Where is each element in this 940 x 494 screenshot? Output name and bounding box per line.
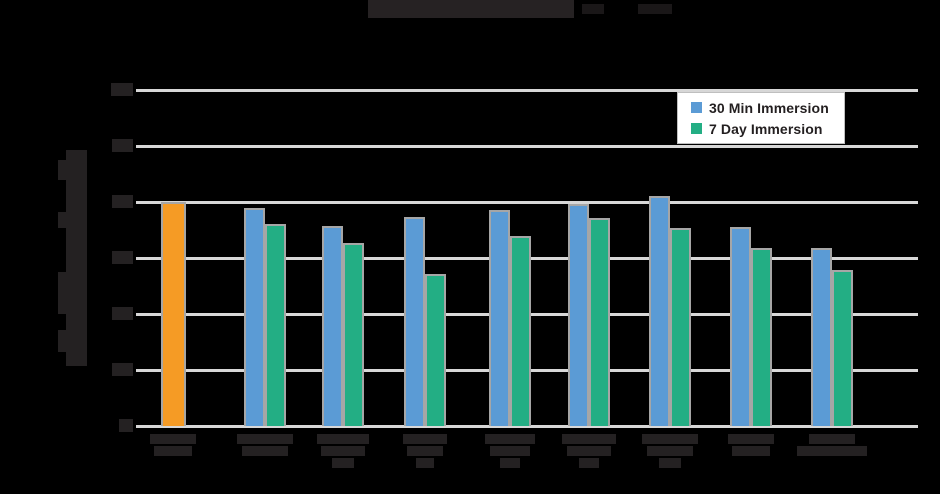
x-tick-label-redacted <box>242 446 288 456</box>
x-tick-label-redacted <box>796 446 867 456</box>
x-axis-line <box>143 425 918 428</box>
y-axis-title-redacted <box>58 330 67 352</box>
x-tick-label-redacted <box>415 458 434 468</box>
y-axis-tick <box>136 145 143 148</box>
y-tick-label-redacted <box>111 83 133 96</box>
bar-control <box>160 202 186 426</box>
bar-7day-group-4 <box>424 274 446 426</box>
x-tick-label-redacted <box>646 446 693 456</box>
bar-30min-group-9 <box>810 248 832 426</box>
x-tick-label-redacted <box>150 434 196 444</box>
x-tick-label-redacted <box>317 434 369 444</box>
x-tick-label-redacted <box>727 434 774 444</box>
x-tick-label-redacted <box>332 458 354 468</box>
gridline <box>143 201 918 204</box>
chart-title-redacted <box>368 0 574 18</box>
bar-7day-group-8 <box>750 248 772 426</box>
legend-label: 30 Min Immersion <box>709 99 829 116</box>
x-tick-label-redacted <box>658 458 681 468</box>
y-axis-title-redacted <box>66 150 87 366</box>
x-tick-label-redacted <box>499 458 520 468</box>
y-tick-label-redacted <box>119 419 133 432</box>
gridline <box>143 89 918 92</box>
bar-30min-group-5 <box>488 210 510 426</box>
bar-7day-group-7 <box>669 228 691 426</box>
x-tick-label-redacted <box>489 446 530 456</box>
gridline <box>143 369 918 372</box>
y-tick-label-redacted <box>112 195 133 208</box>
y-axis-title-redacted <box>58 272 67 314</box>
x-tick-label-redacted <box>406 446 443 456</box>
x-tick-label-redacted <box>641 434 698 444</box>
legend-swatch-blue-icon <box>691 102 702 113</box>
y-tick-label-redacted <box>112 139 133 152</box>
y-axis-tick <box>136 257 143 260</box>
bar-7day-group-2 <box>265 224 286 426</box>
bar-7day-group-5 <box>509 236 531 426</box>
legend-swatch-green-icon <box>691 123 702 134</box>
gridline <box>143 313 918 316</box>
y-tick-label-redacted <box>112 307 133 320</box>
x-tick-label-redacted <box>402 434 447 444</box>
chart-title-redacted-fragment <box>582 4 604 14</box>
gridline <box>143 257 918 260</box>
x-tick-label-redacted <box>484 434 535 444</box>
x-tick-label-redacted <box>154 446 192 456</box>
bar-30min-group-2 <box>244 208 265 426</box>
y-axis-title-redacted <box>58 212 67 228</box>
plot-area <box>111 83 918 468</box>
x-tick-label-redacted <box>566 446 611 456</box>
x-tick-label-redacted <box>731 446 770 456</box>
x-tick-label-redacted <box>561 434 616 444</box>
x-tick-label-redacted <box>808 434 855 444</box>
bar-30min-group-6 <box>567 204 589 426</box>
bar-30min-group-3 <box>322 226 343 426</box>
legend-label: 7 Day Immersion <box>709 120 823 137</box>
bar-7day-group-3 <box>343 243 364 426</box>
y-axis-tick <box>136 313 143 316</box>
x-tick-label-redacted <box>578 458 599 468</box>
gridline <box>143 145 918 148</box>
x-tick-label-redacted <box>321 446 365 456</box>
chart-title-redacted-fragment <box>638 4 672 14</box>
bar-30min-group-8 <box>729 227 751 426</box>
legend-item-7day: 7 Day Immersion <box>691 121 844 137</box>
y-tick-label-redacted <box>112 251 133 264</box>
y-tick-label-redacted <box>112 363 133 376</box>
y-axis-tick <box>136 369 143 372</box>
legend-item-30min: 30 Min Immersion <box>691 100 844 116</box>
legend: 30 Min Immersion 7 Day Immersion <box>677 92 845 144</box>
y-axis-tick <box>136 89 143 92</box>
y-axis-tick <box>136 201 143 204</box>
bar-30min-group-7 <box>648 196 670 426</box>
bar-30min-group-4 <box>403 217 425 426</box>
bar-7day-group-6 <box>588 218 610 426</box>
y-axis-title-redacted <box>58 160 67 180</box>
x-tick-label-redacted <box>237 434 293 444</box>
y-axis-tick <box>136 425 143 428</box>
bar-7day-group-9 <box>831 270 853 426</box>
